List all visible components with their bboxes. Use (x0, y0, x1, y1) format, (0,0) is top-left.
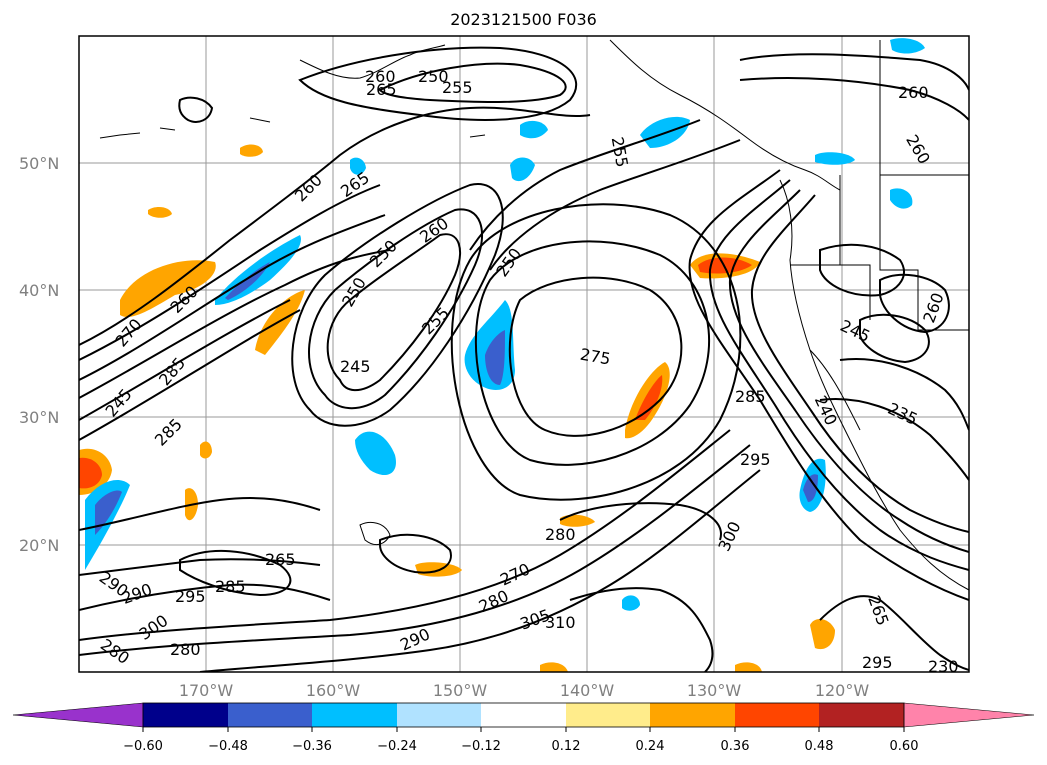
map-title: 2023121500 F036 (450, 10, 597, 29)
contour-label: 280 (545, 525, 576, 544)
shade-neg-125w-core (803, 474, 818, 502)
colorbar-tick: −0.36 (292, 739, 332, 754)
shade-pos-170w-2 (200, 441, 212, 459)
shade-neg-150w-small (520, 120, 548, 139)
lat-label-20n: 20°N (19, 536, 59, 555)
shade-neg-157w (350, 157, 366, 175)
lat-label-50n: 50°N (19, 154, 59, 173)
contour-label: 260 (898, 83, 929, 102)
shade-pos-145w-small (560, 514, 595, 527)
contour-label: 230 (928, 657, 959, 676)
colorbar-tick: 0.36 (721, 739, 750, 754)
coastlines (99, 39, 969, 591)
contour-label: 245 (340, 357, 371, 376)
colorbar-tick: 0.48 (805, 739, 834, 754)
colorbar-segment (819, 703, 904, 727)
colorbar-segment (903, 702, 1035, 728)
shade-pos-135w-core (635, 375, 663, 420)
colorbar-segment (312, 703, 397, 727)
lon-label-140w: 140°W (560, 681, 615, 700)
colorbar-segment (481, 703, 566, 727)
shade-neg-147w-core (485, 330, 505, 385)
longitude-labels: 170°W 160°W 150°W 140°W 130°W 120°W (179, 681, 870, 700)
shade-pos-175w (240, 144, 263, 157)
lat-label-40n: 40°N (19, 281, 59, 300)
contour-label: 265 (366, 80, 397, 99)
contour-label: 295 (862, 653, 893, 672)
colorbar-segment (397, 703, 481, 727)
colorbar-segment (12, 702, 144, 728)
shade-neg-155w (355, 431, 396, 475)
lon-label-150w: 150°W (433, 681, 488, 700)
shade-pos-145w-bottom (540, 662, 568, 672)
colorbar-segment (228, 703, 312, 727)
colorbar-tick: 0.60 (890, 739, 919, 754)
lon-label-130w: 130°W (687, 681, 742, 700)
map-background (79, 36, 969, 672)
contour-label: 295 (740, 450, 771, 469)
lon-label-160w: 160°W (306, 681, 361, 700)
lat-label-30n: 30°N (19, 408, 59, 427)
colorbar-segment (735, 703, 819, 727)
lon-label-120w: 120°W (815, 681, 870, 700)
shade-neg-115w (890, 188, 913, 209)
contour-label: 285 (215, 577, 246, 596)
shade-pos-130w-small (735, 662, 762, 672)
latitude-labels: 50°N 40°N 30°N 20°N (19, 154, 59, 555)
shade-pos-175w-2 (148, 206, 172, 218)
contour-label: 295 (175, 587, 206, 606)
colorbar-tick: −0.12 (461, 739, 501, 754)
contour-label: 285 (735, 387, 766, 406)
colorbar-segment (566, 703, 650, 727)
contour-label: 265 (265, 550, 296, 569)
contour-label: 280 (170, 640, 201, 659)
contour-label: 260 (365, 67, 396, 86)
shade-neg-west-core (95, 490, 122, 535)
shade-neg-west (85, 480, 130, 570)
shade-neg-137w-small (622, 595, 640, 611)
colorbar-tick: −0.48 (208, 739, 248, 754)
lon-label-170w: 170°W (179, 681, 234, 700)
shade-neg-150w-2 (510, 157, 535, 182)
shade-pos-west-core (79, 457, 102, 489)
shade-pos-162w (255, 290, 305, 355)
colorbar: −0.60 −0.48 −0.36 −0.24 −0.12 0.12 0.24 … (12, 702, 1035, 754)
colorbar-tick: −0.24 (377, 739, 417, 754)
shaded-regions (79, 38, 925, 672)
contour-label: 255 (442, 78, 473, 97)
shade-pos-123w (810, 618, 835, 650)
colorbar-tick: 0.24 (636, 739, 665, 754)
contour-label: 310 (545, 613, 576, 632)
colorbar-segment (143, 703, 228, 727)
colorbar-tick: −0.60 (123, 739, 163, 754)
shade-neg-118w (890, 38, 925, 54)
map-frame (78, 35, 970, 673)
contour-label: 250 (418, 67, 449, 86)
shade-neg-120w (815, 152, 855, 165)
colorbar-tick: 0.12 (552, 739, 581, 754)
colorbar-segment (650, 703, 735, 727)
contour-lines (79, 46, 969, 672)
